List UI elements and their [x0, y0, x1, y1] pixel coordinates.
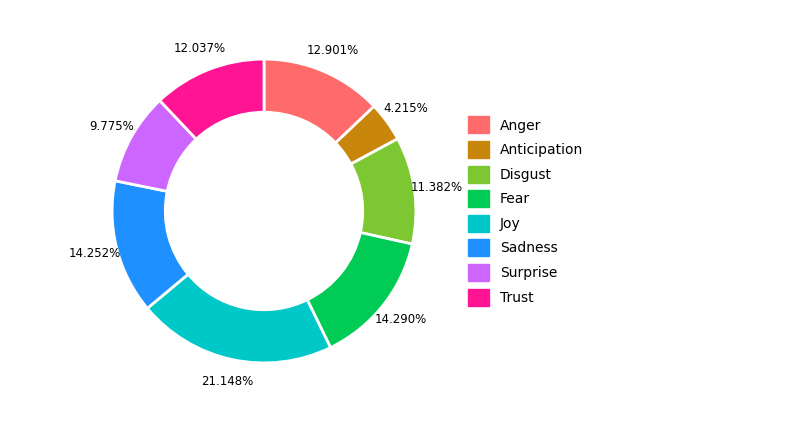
Wedge shape [351, 139, 416, 244]
Wedge shape [147, 274, 330, 363]
Text: 21.148%: 21.148% [202, 375, 254, 388]
Text: 9.775%: 9.775% [89, 119, 134, 133]
Wedge shape [115, 100, 196, 191]
Legend: Anger, Anticipation, Disgust, Fear, Joy, Sadness, Surprise, Trust: Anger, Anticipation, Disgust, Fear, Joy,… [461, 110, 590, 312]
Text: 12.901%: 12.901% [306, 44, 359, 57]
Text: 14.252%: 14.252% [69, 247, 121, 260]
Wedge shape [160, 59, 264, 139]
Text: 14.290%: 14.290% [375, 313, 427, 326]
Text: 12.037%: 12.037% [174, 42, 226, 55]
Wedge shape [112, 181, 188, 308]
Wedge shape [264, 59, 374, 143]
Text: 11.382%: 11.382% [411, 181, 463, 194]
Wedge shape [335, 106, 398, 164]
Wedge shape [307, 233, 412, 348]
Text: 4.215%: 4.215% [383, 102, 428, 115]
